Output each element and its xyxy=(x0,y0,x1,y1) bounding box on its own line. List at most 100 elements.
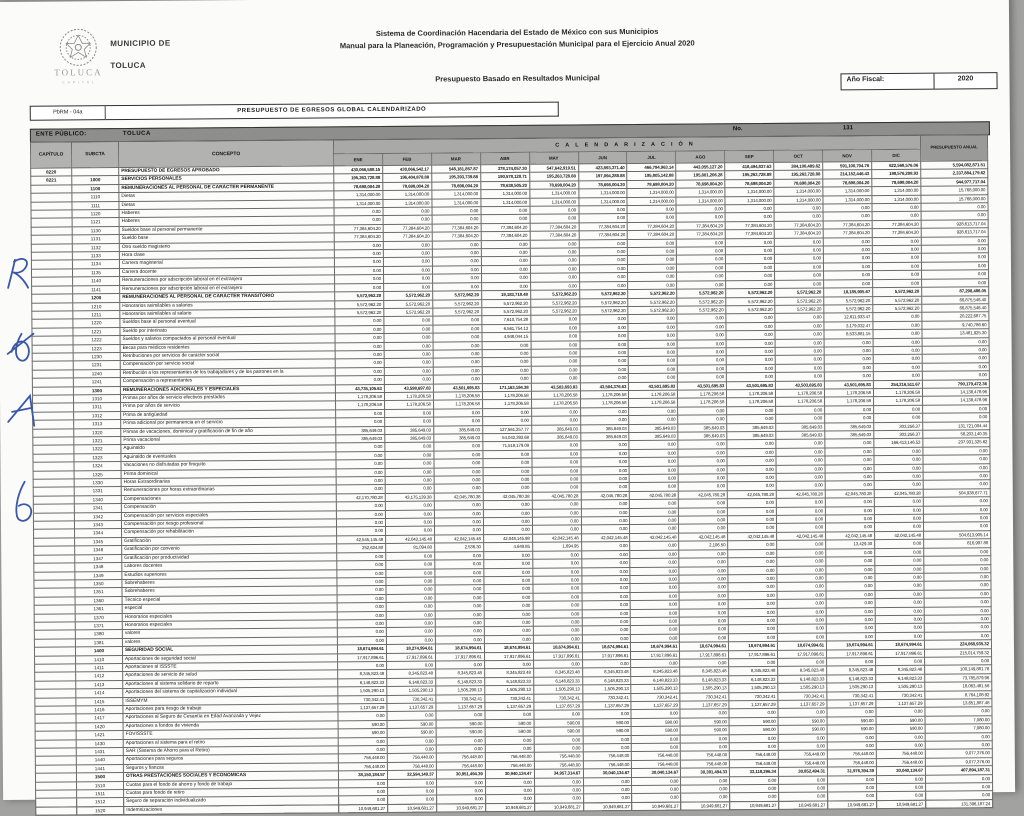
cell-annual-total: 0.00 xyxy=(923,471,991,481)
cell-month-value: 756,448.00 xyxy=(533,760,583,770)
cell-month-value: 730,342.41 xyxy=(729,691,779,701)
cell-month-value: 0.00 xyxy=(531,483,581,493)
cell-month-value: 0.00 xyxy=(581,550,631,560)
cell-month-value: 0.00 xyxy=(531,449,581,459)
cell-capitulo xyxy=(31,235,73,244)
cell-month-value: 1,505,290.13 xyxy=(875,682,925,692)
cell-subcta: 1348 xyxy=(74,562,122,572)
cell-month-value: 385,649.03 xyxy=(384,434,434,443)
cell-month-value: 756,448.00 xyxy=(485,752,534,762)
cell-month-value: 1,314,000.00 xyxy=(871,194,921,204)
cell-annual-total: 0.00 xyxy=(922,370,990,380)
cell-month-value: 0.00 xyxy=(775,414,825,423)
cell-annual-total: 0.00 xyxy=(924,707,993,717)
cell-month-value: 0.00 xyxy=(774,262,824,272)
cell-month-value: 0.00 xyxy=(778,784,828,793)
cell-capitulo xyxy=(31,310,73,320)
cell-month-value: 0.00 xyxy=(729,742,779,752)
cell-month-value: 0.00 xyxy=(725,246,775,256)
cell-month-value: 0.00 xyxy=(630,625,680,635)
sheet-number-value: 131 xyxy=(842,125,853,132)
cell-month-value: 0.00 xyxy=(529,205,579,215)
cell-month-value: 0.00 xyxy=(336,510,386,519)
form-code: PbRM - 04a xyxy=(29,105,106,121)
cell-month-value: 42,042,145.48 xyxy=(727,532,777,542)
cell-month-value: 0.00 xyxy=(727,473,777,483)
cell-month-value: 0.00 xyxy=(776,481,826,491)
cell-capitulo xyxy=(32,420,74,429)
cell-month-value: 197,094,288.88 xyxy=(578,171,628,181)
cell-month-value: 0.00 xyxy=(484,660,534,670)
cell-month-value: 1,314,000.00 xyxy=(382,198,432,208)
cell-month-value: 0.00 xyxy=(726,364,776,373)
cell-month-value: 0.00 xyxy=(531,441,581,451)
cell-month-value: 0.00 xyxy=(483,618,533,628)
cell-month-value: 756,448.00 xyxy=(631,759,681,769)
month-header-dic: DIC xyxy=(871,149,921,162)
cell-month-value: 17,917,896.61 xyxy=(533,651,583,661)
cell-month-value: 0.00 xyxy=(874,522,924,532)
cell-month-value: 0.00 xyxy=(874,539,924,549)
cell-month-value: 0.00 xyxy=(725,212,775,222)
cell-month-value: 590.00 xyxy=(533,718,583,728)
cell-month-value: 1,137,657.29 xyxy=(337,703,387,713)
cell-month-value: 0.00 xyxy=(582,709,632,719)
cell-month-value: 0.00 xyxy=(728,658,778,668)
cell-month-value: 590.00 xyxy=(386,719,436,729)
cell-month-value: 0.00 xyxy=(826,657,876,667)
cell-month-value: 590.00 xyxy=(484,719,534,728)
cell-annual-total: 0.00 xyxy=(923,547,991,557)
cell-month-value: 1,314,000.00 xyxy=(774,195,824,205)
cell-capitulo xyxy=(35,731,77,740)
cell-month-value: 1,178,206.58 xyxy=(433,391,483,401)
cell-month-value: 0.00 xyxy=(774,204,824,213)
cell-month-value: 1,314,000.00 xyxy=(822,195,872,205)
month-header-jun: JUN xyxy=(578,151,628,164)
cell-subcta: 1420 xyxy=(76,722,124,732)
cell-month-value: 77,384,604.20 xyxy=(627,230,677,240)
cell-month-value: 5,572,962.20 xyxy=(774,288,824,297)
cell-month-value: 38,150,184.57 xyxy=(338,770,388,780)
cell-month-value: 0.00 xyxy=(580,449,630,459)
cell-month-value: 0.00 xyxy=(484,735,534,745)
cell-month-value: 0.00 xyxy=(727,515,777,525)
cell-annual-total: 0.00 xyxy=(921,211,989,221)
cell-month-value: 0.00 xyxy=(533,735,583,745)
cell-month-value: 77,384,604.20 xyxy=(774,220,824,230)
cell-month-value: 2,106.50 xyxy=(678,541,728,550)
cell-month-value: 590.00 xyxy=(533,727,583,736)
cell-month-value: 43,501,695.83 xyxy=(433,383,483,393)
cell-annual-total: 0.00 xyxy=(924,597,992,607)
cell-month-value: 0.00 xyxy=(581,567,631,576)
cell-month-value: 0.00 xyxy=(482,458,532,468)
cell-month-value: 0.00 xyxy=(629,406,678,416)
cell-month-value: 2,536.30 xyxy=(434,542,484,552)
cell-month-value: 0.00 xyxy=(580,482,630,492)
cell-month-value: 0.00 xyxy=(629,516,679,525)
cell-month-value: 0.00 xyxy=(579,331,629,341)
cell-month-value: 385,649.03 xyxy=(531,432,581,442)
cell-month-value: 0.00 xyxy=(578,256,628,265)
cell-month-value: 0.00 xyxy=(775,363,825,373)
cell-month-value: 1,178,206.58 xyxy=(628,398,678,408)
cell-month-value: 0.00 xyxy=(435,660,485,670)
cell-month-value: 1,505,290.13 xyxy=(337,686,387,696)
cell-subcta: 1414 xyxy=(75,688,123,698)
cell-month-value: 0.00 xyxy=(824,354,874,364)
cell-month-value: 0.00 xyxy=(334,207,383,217)
cell-month-value: 0.00 xyxy=(582,743,632,753)
cell-month-value: 590.00 xyxy=(827,724,877,734)
cell-month-value: 0.00 xyxy=(386,661,436,670)
cell-month-value: 78,698,004.20 xyxy=(676,179,726,189)
cell-month-value: 0.00 xyxy=(627,238,677,248)
cell-month-value: 42,048,145.98 xyxy=(483,534,533,543)
cell-month-value: 0.00 xyxy=(777,624,827,634)
cell-month-value: 17,917,896.61 xyxy=(484,651,534,661)
cell-month-value: 1,505,290.13 xyxy=(631,684,681,694)
cell-month-value: 590.00 xyxy=(875,716,926,725)
cell-subcta: 1351 xyxy=(74,587,123,597)
col-header-subcta: SUBCTA xyxy=(71,141,119,168)
cell-month-value: 8,345,823.48 xyxy=(777,666,827,676)
cell-month-value: 78,698,004.20 xyxy=(431,181,481,191)
cell-annual-total: 14,138,478.96 xyxy=(922,387,990,397)
